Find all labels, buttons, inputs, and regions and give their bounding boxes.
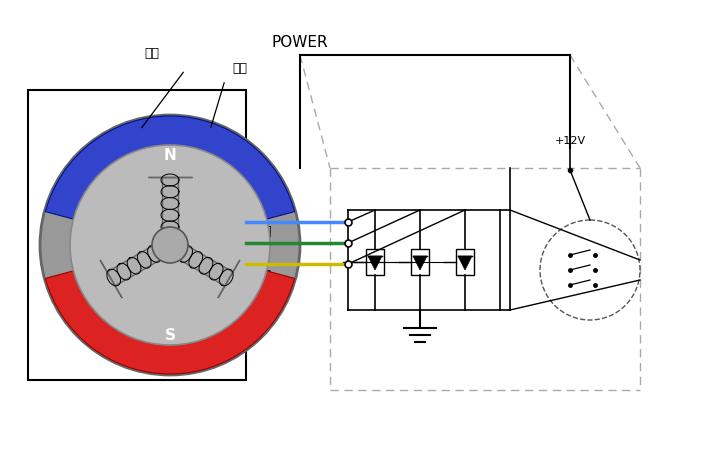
Text: U相: U相 [256, 225, 273, 238]
Polygon shape [166, 238, 233, 286]
Text: 定子: 定子 [232, 62, 247, 75]
Text: N: N [163, 148, 176, 162]
Text: S: S [165, 328, 176, 342]
Polygon shape [218, 260, 240, 298]
Bar [456, 249, 474, 275]
Bar [411, 249, 429, 275]
Circle shape [70, 145, 270, 345]
Circle shape [72, 147, 268, 343]
Polygon shape [458, 256, 472, 270]
Text: W相: W相 [256, 204, 276, 217]
Bar [366, 249, 384, 275]
Circle shape [40, 115, 300, 375]
Text: POWER: POWER [272, 35, 328, 50]
Circle shape [152, 227, 188, 263]
Wedge shape [46, 270, 295, 374]
Polygon shape [162, 177, 178, 245]
Polygon shape [100, 260, 122, 298]
Polygon shape [107, 238, 174, 286]
Polygon shape [413, 256, 427, 270]
Text: +12V: +12V [555, 136, 586, 146]
Bar [28, 90, 246, 380]
Text: V相: V相 [256, 269, 272, 282]
Text: 转子: 转子 [144, 47, 160, 60]
Polygon shape [368, 256, 382, 270]
Wedge shape [46, 116, 295, 220]
